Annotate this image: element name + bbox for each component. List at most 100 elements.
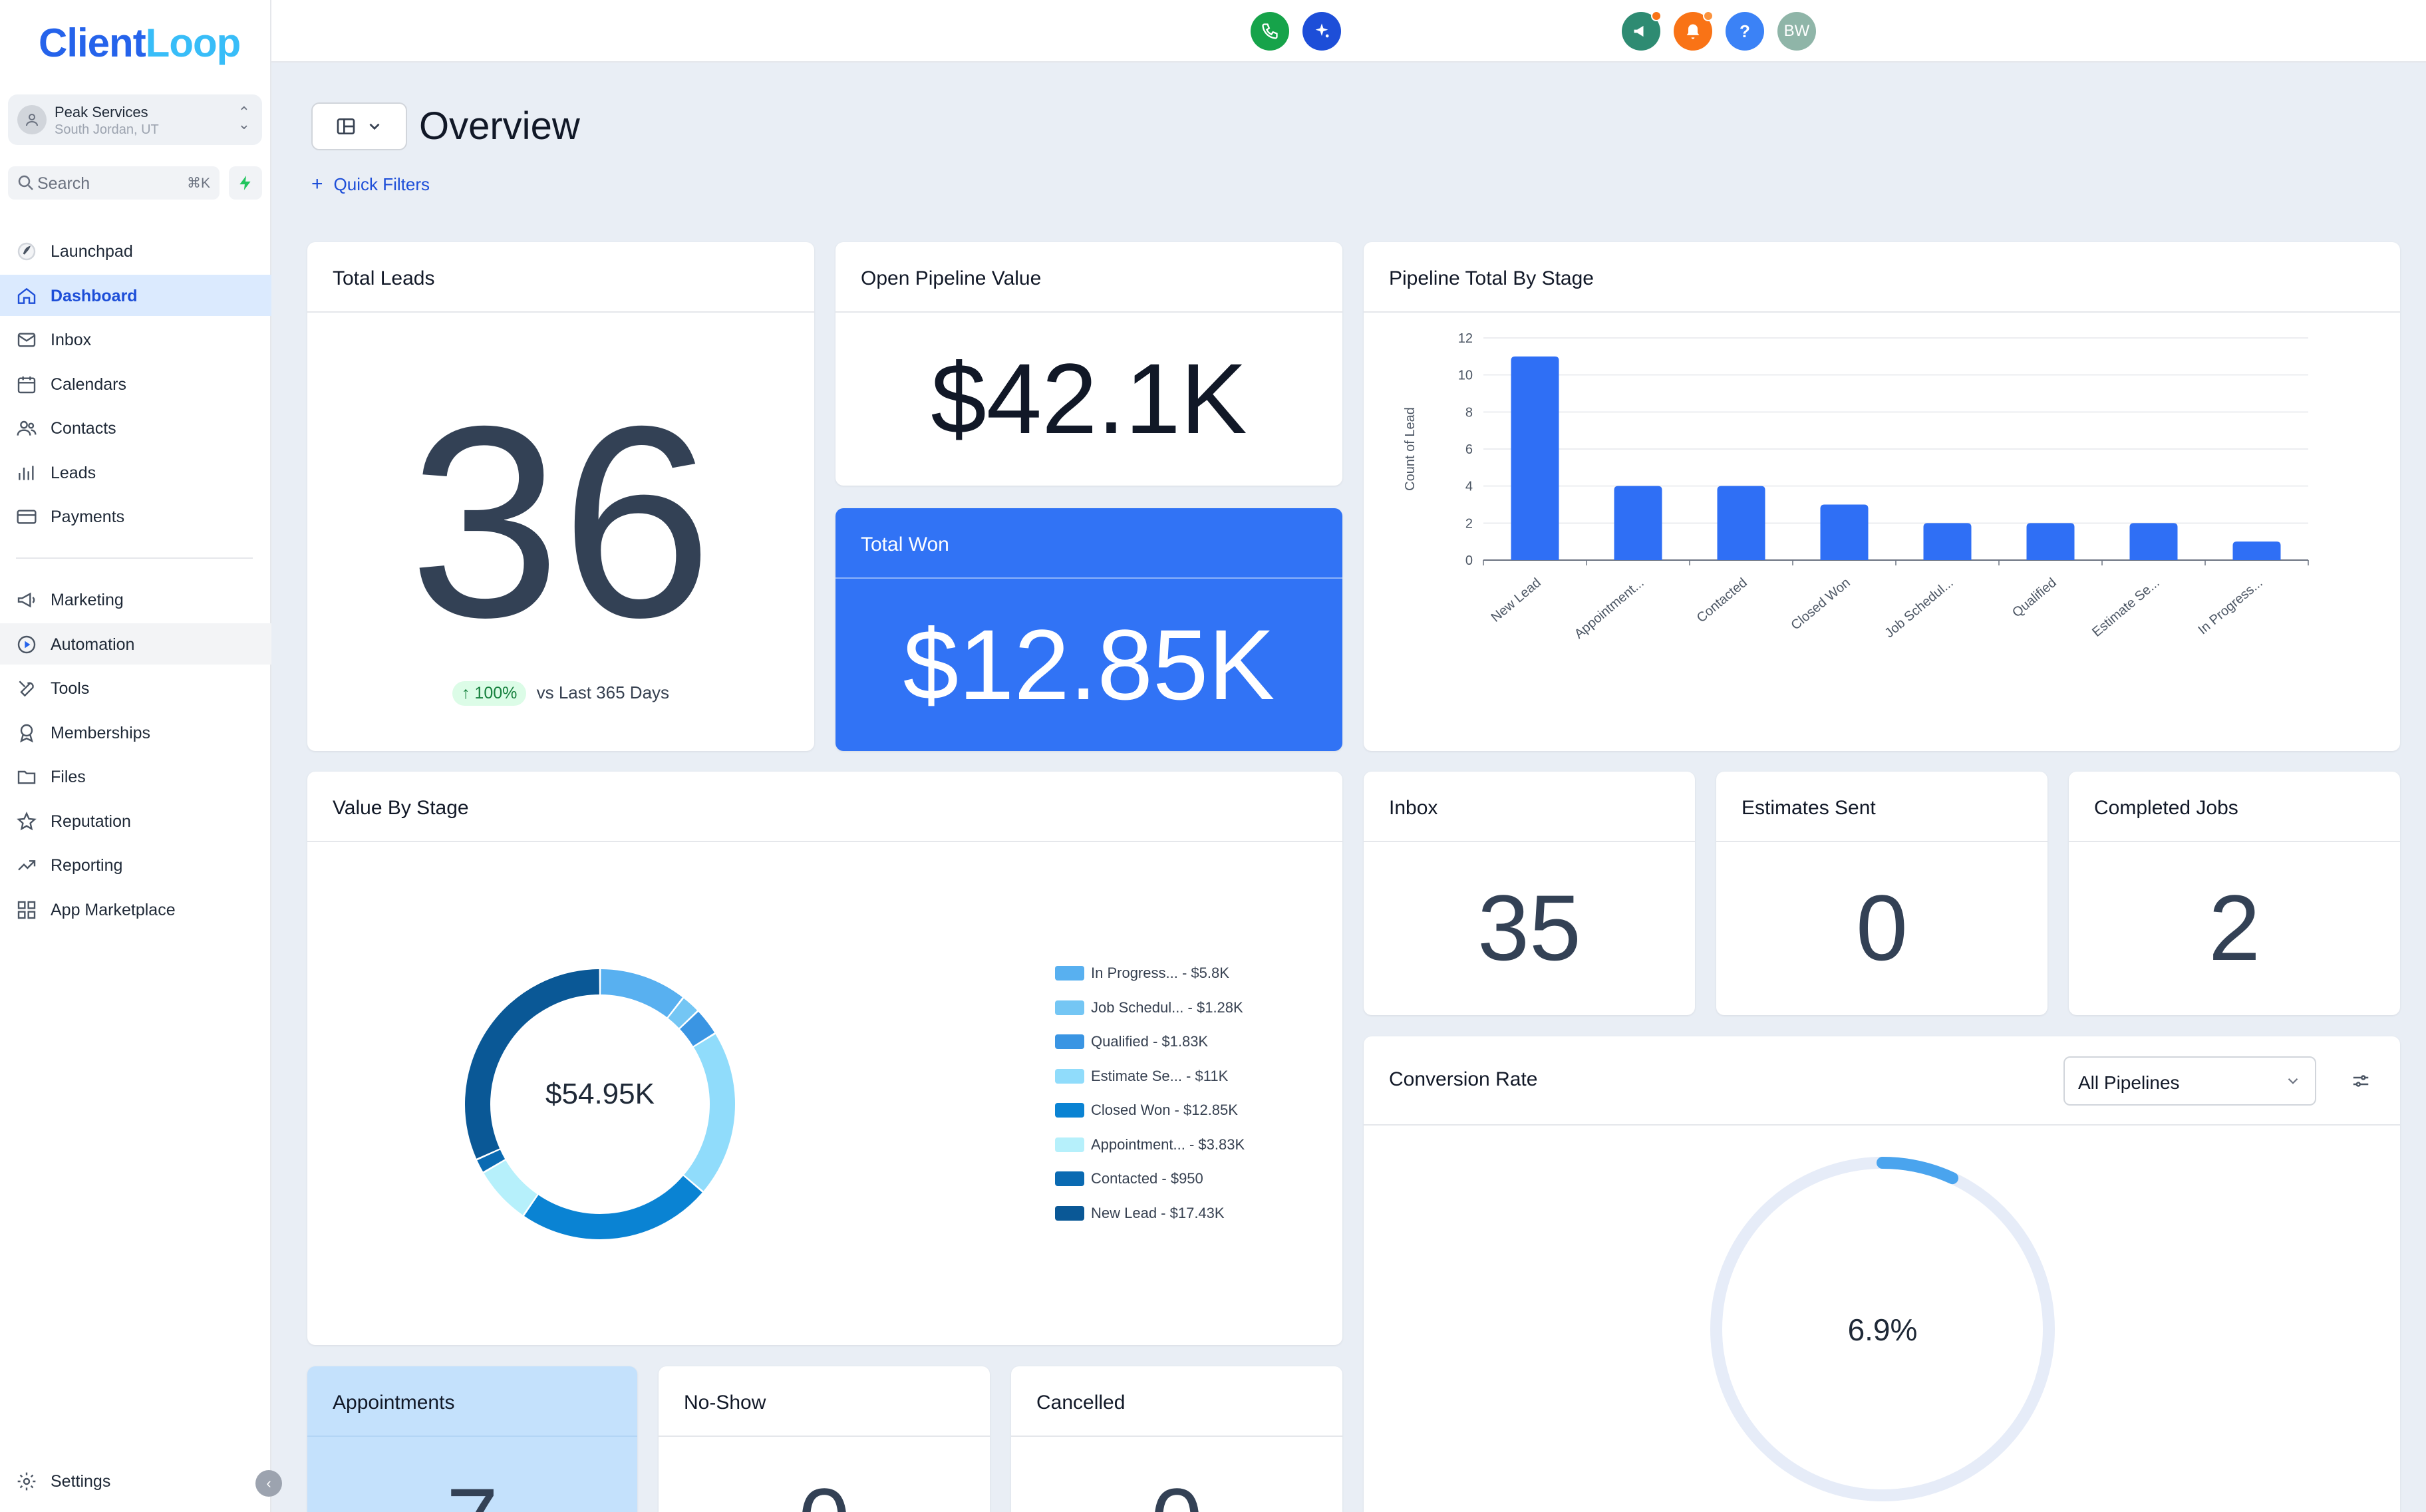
user-avatar[interactable]: BW — [1777, 12, 1816, 51]
bar-4[interactable] — [1923, 523, 1972, 560]
sidebar-item-memberships[interactable]: Memberships — [0, 712, 271, 753]
sidebar-item-label: Marketing — [51, 591, 124, 609]
sidebar-item-contacts[interactable]: Contacts — [0, 407, 271, 448]
search-icon — [18, 175, 33, 190]
donut-slice-1[interactable] — [668, 998, 697, 1028]
legend-label: New Lead - $17.43K — [1091, 1204, 1225, 1221]
collapse-sidebar-button[interactable]: ‹ — [255, 1470, 282, 1497]
notifications-button[interactable] — [1674, 11, 1714, 51]
sidebar-item-label: Reputation — [51, 812, 131, 831]
sidebar-item-marketing[interactable]: Marketing — [0, 579, 271, 620]
gauge-progress — [1877, 1157, 1959, 1185]
sidebar-item-launchpad[interactable]: Launchpad — [0, 230, 271, 271]
card-title: Pipeline Total By Stage — [1389, 267, 1594, 289]
donut-legend: In Progress... - $5.8K Job Schedul... - $… — [1055, 962, 1334, 1228]
y-tick-label: 4 — [1465, 480, 1473, 494]
donut-slice-5[interactable] — [484, 1159, 537, 1215]
sidebar-item-calendars[interactable]: Calendars — [0, 363, 271, 404]
x-tick-label: Contacted — [1694, 575, 1750, 625]
sidebar-item-settings[interactable]: Settings — [0, 1460, 271, 1501]
completed-jobs-card: Completed Jobs 2 — [2069, 772, 2400, 1015]
rocket-icon — [17, 242, 36, 261]
y-tick-label: 6 — [1465, 442, 1473, 457]
sidebar-item-leads[interactable]: Leads — [0, 452, 271, 493]
bar-2[interactable] — [1717, 486, 1765, 560]
sidebar-item-label: Memberships — [51, 723, 151, 742]
no-show-card: No-Show 0 — [659, 1366, 990, 1512]
nav-divider — [16, 557, 253, 559]
card-title: Completed Jobs — [2094, 797, 2238, 819]
card-title: Estimates Sent — [1742, 797, 1876, 819]
search-box[interactable]: Search ⌘K — [8, 166, 220, 200]
donut-slice-6[interactable] — [477, 1149, 506, 1172]
phone-button[interactable] — [1251, 12, 1289, 51]
account-avatar-icon — [17, 105, 47, 134]
legend-swatch — [1055, 1171, 1084, 1186]
conversion-gauge — [1710, 1157, 2055, 1501]
announcements-button[interactable] — [1622, 11, 1662, 51]
donut-slice-7[interactable] — [465, 969, 600, 1159]
app-logo[interactable]: ClientLoop — [39, 21, 241, 65]
gear-icon — [17, 1472, 36, 1491]
chevron-updown-icon: ⌃ ⌄ — [237, 104, 250, 132]
sidebar-item-files[interactable]: Files — [0, 756, 271, 797]
sidebar-item-label: Settings — [51, 1472, 111, 1491]
donut-slice-3[interactable] — [684, 1034, 735, 1191]
tools-icon — [19, 680, 34, 697]
search-placeholder: Search — [37, 174, 90, 193]
appointments-card: Appointments 7 — [307, 1366, 637, 1512]
bar-3[interactable] — [1820, 504, 1869, 561]
sidebar-item-inbox[interactable]: Inbox — [0, 319, 271, 360]
chevron-down-icon — [2288, 1078, 2298, 1084]
chevron-down-icon — [369, 123, 380, 130]
lightning-icon — [239, 176, 251, 190]
change-period: vs Last 365 Days — [536, 682, 670, 702]
bar-7[interactable] — [2232, 541, 2281, 560]
quick-filters-button[interactable]: + Quick Filters — [311, 173, 430, 195]
sidebar-item-reporting[interactable]: Reporting — [0, 844, 271, 885]
calendar-icon — [17, 376, 36, 393]
chevron-left-icon: ‹ — [266, 1475, 271, 1491]
y-tick-label: 8 — [1465, 405, 1473, 420]
account-name: Peak Services — [55, 104, 148, 120]
sidebar-item-app-marketplace[interactable]: App Marketplace — [0, 889, 271, 930]
help-button[interactable]: ? — [1726, 12, 1764, 51]
bar-0[interactable] — [1511, 356, 1559, 560]
bar-1[interactable] — [1614, 486, 1662, 560]
ai-assistant-button[interactable] — [1302, 12, 1341, 51]
sidebar-item-label: Calendars — [51, 375, 126, 394]
card-title: Appointments — [333, 1392, 455, 1414]
sidebar-item-reputation[interactable]: Reputation — [0, 800, 271, 841]
total-won-value: $12.85K — [903, 609, 1275, 720]
change-badge: ↑ 100% — [452, 681, 527, 706]
donut-slice-0[interactable] — [600, 969, 682, 1018]
donut-slice-2[interactable] — [679, 1011, 715, 1046]
total-leads-card: Total Leads 36 ↑ 100% vs Last 365 Days — [307, 242, 814, 751]
y-tick-label: 2 — [1465, 516, 1473, 531]
estimates-sent-card: Estimates Sent 0 — [1716, 772, 2047, 1015]
pipeline-by-stage-card: Pipeline Total By Stage 0 2 4 6 8 10 12 Count o… — [1364, 242, 2400, 751]
bar-6[interactable] — [2129, 523, 2178, 560]
sidebar-item-label: Leads — [51, 463, 96, 482]
y-axis-label: Count of Lead — [1403, 407, 1418, 491]
legend-label: Appointment... - $3.83K — [1091, 1135, 1245, 1153]
layout-icon — [337, 118, 355, 134]
sidebar-item-dashboard[interactable]: Dashboard — [0, 274, 271, 316]
pipeline-select[interactable]: All Pipelines — [2063, 1056, 2316, 1106]
sidebar-item-tools[interactable]: Tools — [0, 667, 271, 708]
legend-swatch — [1055, 1034, 1084, 1049]
folder-icon — [17, 770, 36, 784]
account-switcher[interactable]: Peak Services South Jordan, UT ⌃ ⌄ — [8, 94, 262, 145]
quick-action-button[interactable] — [229, 166, 262, 200]
pipeline-bar-chart: 0 2 4 6 8 10 12 Count of Lead New Lead Appointmen… — [1403, 331, 2309, 642]
sidebar-item-automation[interactable]: Automation — [0, 623, 271, 665]
bar-5[interactable] — [2026, 523, 2075, 560]
x-tick-label: Qualified — [2010, 575, 2059, 621]
sidebar-item-payments[interactable]: Payments — [0, 496, 271, 537]
adjustments-icon[interactable] — [2351, 1071, 2371, 1091]
donut-slice-4[interactable] — [524, 1175, 702, 1239]
view-switcher-button[interactable] — [311, 102, 407, 150]
x-tick-label: Appointment... — [1572, 575, 1647, 642]
legend-label: Closed Won - $12.85K — [1091, 1102, 1238, 1118]
sidebar: ClientLoop Peak Services South Jordan, U… — [0, 0, 282, 1512]
